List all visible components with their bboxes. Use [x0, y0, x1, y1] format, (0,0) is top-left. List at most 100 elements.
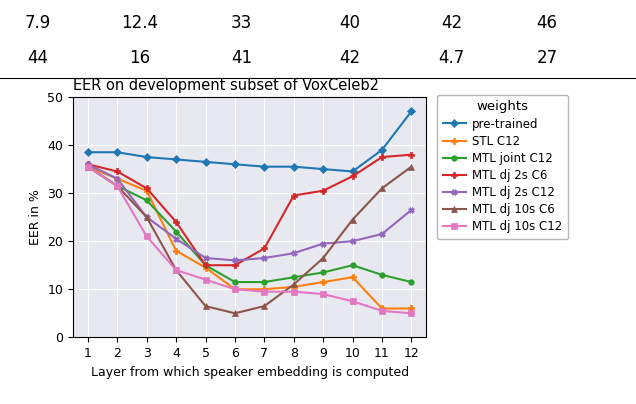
MTL joint C12: [319, 270, 327, 275]
MTL dj 2s C6: [261, 246, 268, 251]
MTL dj 2s C6: [113, 169, 121, 174]
MTL joint C12: [408, 280, 415, 284]
pre-trained: [319, 166, 327, 171]
Text: 42: 42: [441, 14, 462, 32]
MTL joint C12: [143, 198, 151, 203]
MTL dj 10s C6: [84, 164, 92, 169]
MTL dj 2s C12: [378, 231, 386, 236]
MTL joint C12: [113, 183, 121, 188]
STL C12: [378, 306, 386, 311]
STL C12: [319, 280, 327, 284]
MTL dj 2s C6: [319, 188, 327, 193]
MTL dj 10s C6: [378, 186, 386, 191]
MTL dj 10s C12: [84, 164, 92, 169]
MTL joint C12: [378, 272, 386, 277]
Line: MTL dj 2s C12: MTL dj 2s C12: [85, 162, 414, 263]
pre-trained: [113, 150, 121, 155]
Text: EER on development subset of VoxCeleb2: EER on development subset of VoxCeleb2: [73, 78, 379, 93]
MTL dj 10s C12: [408, 311, 415, 316]
Line: pre-trained: pre-trained: [85, 109, 414, 174]
MTL dj 10s C12: [113, 183, 121, 188]
Line: MTL dj 10s C6: MTL dj 10s C6: [85, 164, 414, 316]
MTL joint C12: [172, 229, 180, 234]
STL C12: [202, 265, 209, 270]
MTL dj 2s C6: [143, 186, 151, 191]
pre-trained: [84, 150, 92, 155]
MTL dj 10s C6: [408, 164, 415, 169]
Text: 12.4: 12.4: [121, 14, 158, 32]
MTL dj 10s C6: [261, 304, 268, 309]
MTL dj 10s C12: [261, 289, 268, 294]
Text: 42: 42: [339, 49, 361, 67]
pre-trained: [172, 157, 180, 162]
MTL dj 10s C6: [113, 183, 121, 188]
MTL joint C12: [231, 280, 238, 284]
pre-trained: [378, 147, 386, 152]
Text: 7.9: 7.9: [25, 14, 52, 32]
MTL dj 10s C12: [290, 289, 298, 294]
Text: 33: 33: [231, 14, 252, 32]
X-axis label: Layer from which speaker embedding is computed: Layer from which speaker embedding is co…: [90, 366, 409, 379]
MTL dj 2s C12: [172, 236, 180, 241]
MTL dj 2s C6: [172, 219, 180, 224]
Text: 44: 44: [27, 49, 49, 67]
pre-trained: [231, 162, 238, 167]
Line: MTL dj 2s C6: MTL dj 2s C6: [85, 152, 414, 268]
MTL joint C12: [84, 164, 92, 169]
MTL dj 10s C6: [319, 256, 327, 261]
MTL dj 2s C12: [261, 256, 268, 261]
Line: MTL joint C12: MTL joint C12: [85, 164, 414, 285]
MTL dj 2s C6: [84, 162, 92, 167]
STL C12: [84, 164, 92, 169]
MTL dj 2s C12: [113, 176, 121, 181]
MTL dj 2s C12: [84, 162, 92, 167]
MTL joint C12: [261, 280, 268, 284]
Y-axis label: EER in %: EER in %: [29, 189, 42, 245]
Text: 41: 41: [231, 49, 252, 67]
STL C12: [231, 287, 238, 292]
pre-trained: [290, 164, 298, 169]
MTL joint C12: [349, 263, 356, 267]
MTL dj 10s C6: [143, 215, 151, 219]
MTL dj 10s C6: [172, 267, 180, 272]
MTL dj 2s C12: [231, 258, 238, 263]
MTL dj 2s C12: [408, 208, 415, 213]
Text: 46: 46: [536, 14, 558, 32]
MTL dj 2s C6: [378, 155, 386, 160]
MTL dj 2s C6: [202, 263, 209, 267]
STL C12: [290, 284, 298, 289]
MTL dj 10s C6: [231, 311, 238, 316]
MTL dj 2s C12: [349, 239, 356, 244]
MTL dj 2s C6: [231, 263, 238, 267]
MTL dj 2s C12: [290, 251, 298, 256]
STL C12: [261, 287, 268, 292]
pre-trained: [261, 164, 268, 169]
MTL joint C12: [290, 275, 298, 280]
Line: MTL dj 10s C12: MTL dj 10s C12: [85, 164, 414, 316]
STL C12: [143, 188, 151, 193]
Text: 4.7: 4.7: [438, 49, 465, 67]
MTL joint C12: [202, 263, 209, 267]
STL C12: [113, 176, 121, 181]
MTL dj 10s C6: [290, 282, 298, 287]
pre-trained: [143, 155, 151, 160]
STL C12: [408, 306, 415, 311]
STL C12: [349, 275, 356, 280]
MTL dj 2s C12: [319, 241, 327, 246]
MTL dj 10s C12: [172, 267, 180, 272]
Text: 27: 27: [536, 49, 558, 67]
MTL dj 2s C6: [408, 152, 415, 157]
pre-trained: [408, 109, 415, 114]
Line: STL C12: STL C12: [85, 164, 414, 311]
MTL dj 10s C12: [202, 277, 209, 282]
MTL dj 2s C12: [202, 256, 209, 261]
pre-trained: [349, 169, 356, 174]
MTL dj 10s C6: [349, 217, 356, 222]
MTL dj 10s C12: [319, 292, 327, 297]
MTL dj 10s C12: [231, 287, 238, 292]
MTL dj 10s C6: [202, 304, 209, 309]
STL C12: [172, 248, 180, 253]
pre-trained: [202, 160, 209, 164]
MTL dj 2s C6: [290, 193, 298, 198]
MTL dj 10s C12: [143, 234, 151, 239]
